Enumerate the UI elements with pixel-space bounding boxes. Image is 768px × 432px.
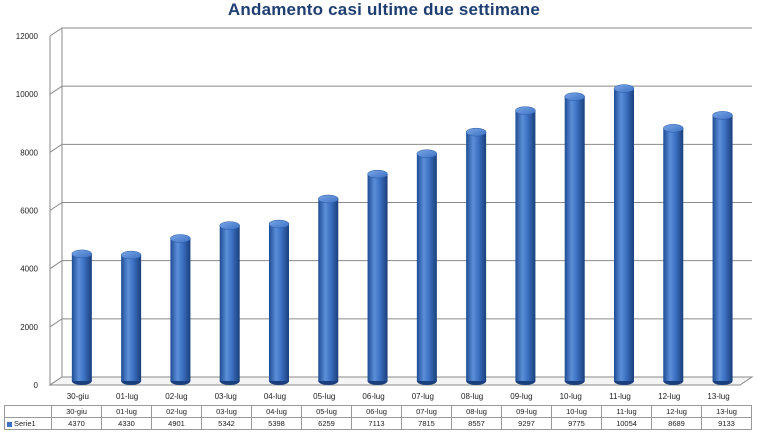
legend-key (7, 421, 12, 427)
x-tick-label: 03-lug (215, 392, 237, 401)
x-tick-label: 06-lug (362, 392, 384, 401)
table-value-cell: 9133 (701, 417, 752, 430)
bar (515, 106, 536, 385)
y-tick-label: 8000 (20, 148, 38, 157)
y-tick-label: 0 (34, 381, 39, 390)
bar (219, 221, 240, 385)
x-tick-label: 05-lug (313, 392, 335, 401)
bar (367, 169, 388, 385)
bar (268, 219, 290, 385)
table-category-cell: 07-lug (401, 405, 452, 418)
y-tick-label: 2000 (20, 323, 38, 332)
table-value-cell: 6259 (301, 417, 352, 430)
x-tick-label: 02-lug (165, 392, 187, 401)
x-tick-label: 30-giu (67, 392, 89, 401)
gridline (49, 202, 752, 211)
y-tick-label: 12000 (16, 32, 39, 41)
bar (613, 84, 635, 385)
table-category-cell: 04-lug (251, 405, 302, 418)
bar (170, 234, 191, 385)
x-tick-label: 11-lug (609, 392, 631, 401)
gridline (49, 260, 752, 270)
bar (712, 111, 733, 385)
y-tick-label: 6000 (20, 207, 38, 216)
table-value-cell: 4370 (51, 417, 102, 430)
table-category-cell: 08-lug (451, 405, 502, 418)
gridline (49, 143, 752, 153)
table-category-cell: 10-lug (551, 405, 602, 418)
table-category-cell: 11-lug (601, 405, 652, 418)
floor-plane (48, 376, 754, 386)
table-value-cell: 4901 (151, 417, 202, 430)
table-category-cell: 13-lug (701, 405, 752, 418)
y-tick-label: 10000 (16, 90, 39, 99)
table-category-cell: 01-lug (101, 405, 152, 418)
chart-plot: 0 2000 4000 6000 8000 10000 12000 30-giu 01-lug 0… (16, 27, 754, 401)
table-value-cell: 10054 (601, 417, 652, 430)
table-value-cell: 8557 (451, 417, 502, 430)
table-value-cell: 7113 (351, 417, 402, 430)
table-corner-cell (4, 405, 52, 418)
table-value-cell: 5398 (251, 417, 302, 430)
gridline (49, 318, 752, 328)
table-category-cell: 30-giu (51, 405, 102, 418)
x-tick-label: 04-lug (264, 392, 286, 401)
x-tick-label: 01-lug (116, 392, 138, 401)
data-table: 30-giu 01-lug 02-lug 03-lug 04-lug 05-lug 06-l… (4, 405, 752, 430)
table-header-row: 30-giu 01-lug 02-lug 03-lug 04-lug 05-lug 06-l… (4, 405, 752, 418)
legend-entry: Serie1 (4, 417, 52, 430)
table-category-cell: 12-lug (651, 405, 702, 418)
bar (71, 249, 93, 385)
x-tick-label: 12-lug (658, 392, 680, 401)
table-category-cell: 05-lug (301, 405, 352, 418)
bar (120, 250, 142, 385)
x-tick-label: 10-lug (560, 392, 582, 401)
bar (318, 194, 339, 385)
x-tick-label: 09-lug (510, 392, 532, 401)
x-tick-label: 08-lug (461, 392, 483, 401)
table-category-cell: 03-lug (201, 405, 252, 418)
table-category-cell: 06-lug (351, 405, 402, 418)
table-value-cell: 8689 (651, 417, 702, 430)
table-value-cell: 7815 (401, 417, 452, 430)
gridline (49, 85, 752, 95)
legend-label: Serie1 (14, 419, 36, 428)
x-tick-label: 07-lug (412, 392, 434, 401)
table-values-row: Serie1 4370 4330 4901 5342 5398 6259 7113 7815 8… (4, 417, 752, 430)
bar (465, 127, 487, 385)
table-value-cell: 4330 (101, 417, 152, 430)
bar (663, 124, 684, 385)
table-value-cell: 9297 (501, 417, 552, 430)
table-category-cell: 09-lug (501, 405, 552, 418)
gridline (49, 27, 752, 37)
y-tick-label: 4000 (20, 265, 38, 274)
bar (416, 149, 438, 385)
table-value-cell: 9775 (551, 417, 602, 430)
table-category-cell: 02-lug (151, 405, 202, 418)
table-value-cell: 5342 (201, 417, 252, 430)
bar (564, 92, 585, 385)
chart-title: Andamento casi ultime due settimane (227, 0, 541, 19)
x-tick-label: 13-lug (707, 392, 729, 401)
